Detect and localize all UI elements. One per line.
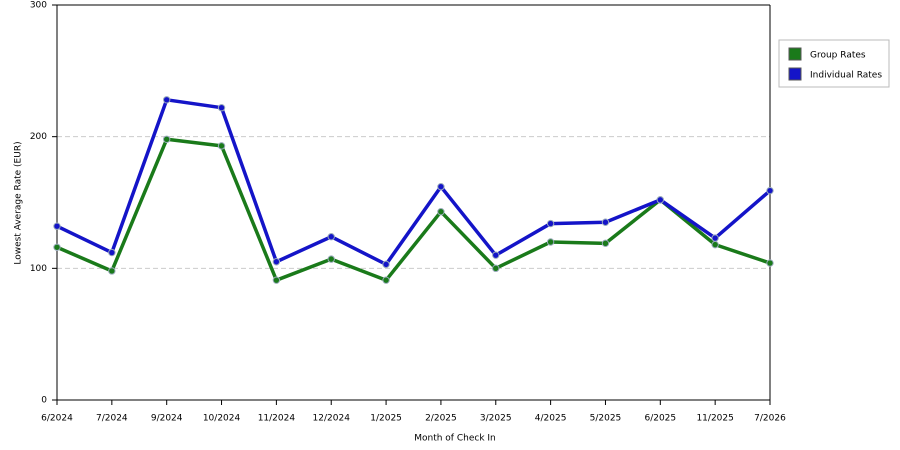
x-tick-label: 9/2024 <box>151 414 183 424</box>
series-line <box>56 98 772 267</box>
data-point <box>53 222 61 230</box>
data-point <box>327 233 335 241</box>
legend-label: Individual Rates <box>810 71 882 81</box>
x-tick-label: 7/2026 <box>754 414 786 424</box>
x-tick-label: 1/2025 <box>370 414 402 424</box>
data-point <box>382 276 390 284</box>
data-point <box>162 96 171 104</box>
series-line <box>56 137 771 282</box>
data-point <box>601 239 610 248</box>
data-point <box>53 243 61 251</box>
y-axis-label: Lowest Average Rate (EUR) <box>14 141 24 264</box>
x-tick-label: 6/2025 <box>644 414 676 424</box>
data-point <box>711 240 719 249</box>
data-point <box>437 208 445 216</box>
x-axis-label: Month of Check In <box>414 434 496 444</box>
legend-swatch <box>788 47 802 61</box>
data-point <box>272 258 281 266</box>
x-tick-label: 5/2025 <box>590 414 622 424</box>
data-point <box>766 186 774 195</box>
y-tick-label: 100 <box>30 264 47 274</box>
data-point <box>492 264 500 273</box>
y-tick-label: 200 <box>30 132 47 142</box>
x-tick-label: 7/2024 <box>96 414 128 424</box>
data-point <box>217 104 226 112</box>
legend-swatch <box>788 67 802 81</box>
x-tick-label: 3/2025 <box>480 414 512 424</box>
data-point <box>217 142 226 150</box>
data-point <box>601 218 610 226</box>
y-tick-label: 0 <box>41 396 47 406</box>
y-tick-label: 300 <box>30 1 47 11</box>
x-tick-label: 4/2025 <box>535 414 567 424</box>
x-tick-label: 11/2024 <box>258 414 296 424</box>
data-point <box>108 248 116 257</box>
data-point <box>546 219 555 228</box>
data-point <box>492 251 500 259</box>
data-point <box>382 260 390 269</box>
data-point <box>327 255 335 263</box>
data-point <box>162 135 171 144</box>
x-tick-label: 6/2024 <box>41 414 73 424</box>
x-tick-label: 11/2025 <box>696 414 733 424</box>
data-point <box>656 196 665 204</box>
x-tick-label: 2/2025 <box>425 414 457 424</box>
data-point <box>108 267 116 275</box>
data-point <box>272 276 281 284</box>
data-point <box>711 234 719 242</box>
legend-label: Group Rates <box>810 51 866 61</box>
x-tick-label: 10/2024 <box>203 414 241 424</box>
data-point <box>766 259 774 267</box>
data-point <box>546 238 555 246</box>
x-tick-label: 12/2024 <box>313 414 351 424</box>
data-point <box>437 183 445 191</box>
